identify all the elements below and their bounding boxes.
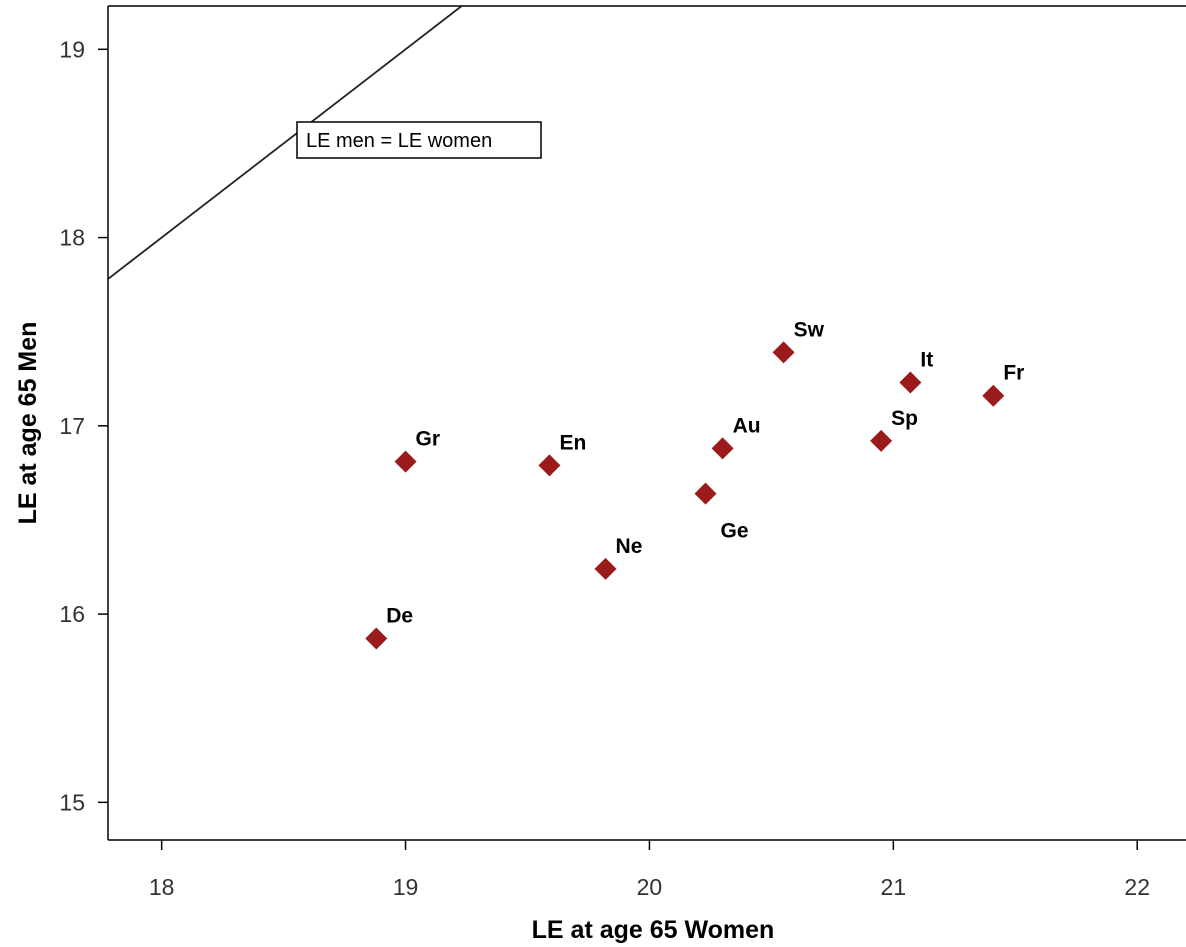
x-axis-ticks: 18 19 20 21 22 (149, 840, 1150, 900)
point-label-au: Au (733, 414, 761, 437)
data-point-de (365, 627, 388, 650)
point-label-sw: Sw (794, 318, 825, 341)
data-points (365, 341, 1005, 650)
plot-background (108, 6, 1186, 840)
y-tick-label: 15 (59, 789, 85, 815)
point-label-fr: Fr (1003, 362, 1024, 385)
data-point-sp (870, 429, 893, 452)
y-axis-title: LE at age 65 Men (14, 322, 42, 525)
point-label-gr: Gr (416, 428, 441, 451)
y-tick-label: 17 (59, 413, 85, 439)
x-axis-title: LE at age 65 Women (532, 916, 775, 944)
annotation-box (296, 121, 542, 159)
point-label-ne: Ne (616, 535, 643, 558)
x-tick-label: 21 (881, 874, 907, 900)
reference-annotation: LE men = LE women (296, 121, 542, 159)
data-point-au (711, 437, 734, 460)
data-point-fr (982, 384, 1005, 407)
x-tick-label: 22 (1124, 874, 1150, 900)
x-tick-label: 18 (149, 874, 175, 900)
point-label-sp: Sp (891, 407, 918, 430)
data-point-it (899, 371, 922, 394)
point-label-it: It (920, 349, 933, 372)
data-point-ne (594, 557, 617, 580)
data-point-ge (694, 482, 717, 505)
y-tick-label: 16 (59, 601, 85, 627)
x-tick-label: 20 (637, 874, 663, 900)
point-label-ge: Ge (721, 520, 749, 543)
y-tick-label: 18 (59, 225, 85, 251)
point-labels: De Gr En Ne Ge Au Sw Sp It Fr (386, 318, 1024, 627)
point-label-en: En (559, 431, 586, 454)
data-point-gr (394, 450, 417, 473)
annotation-label: LE men = LE women (306, 130, 492, 152)
point-label-de: De (386, 605, 413, 628)
y-tick-label: 19 (59, 36, 85, 62)
data-point-sw (772, 341, 795, 364)
y-axis-ticks: 15 16 17 18 19 (59, 36, 108, 815)
x-tick-label: 19 (393, 874, 419, 900)
reference-line (108, 6, 463, 280)
data-point-en (538, 454, 561, 477)
